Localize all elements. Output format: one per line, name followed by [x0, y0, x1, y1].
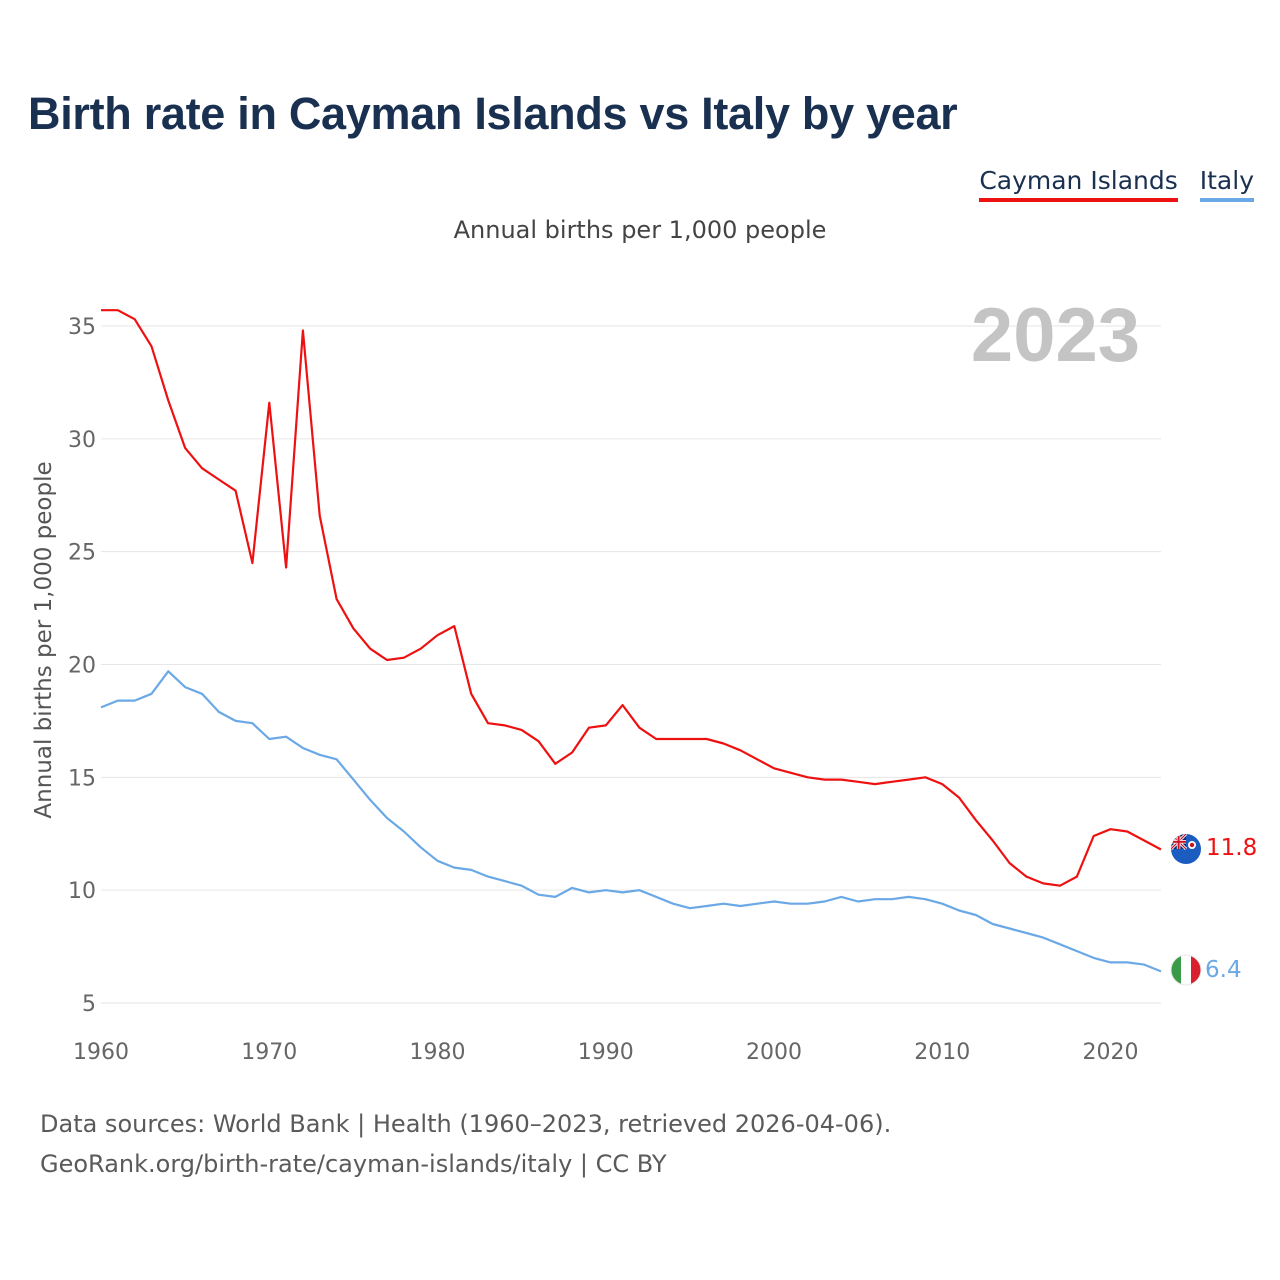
y-axis-label: Annual births per 1,000 people — [31, 461, 57, 818]
y-tick-label-15: 15 — [68, 766, 96, 791]
footer-sources: Data sources: World Bank | Health (1960–… — [40, 1110, 892, 1138]
y-tick-label-35: 35 — [68, 315, 96, 340]
legend: Cayman Islands Italy — [979, 166, 1254, 202]
x-tick-label-2010: 2010 — [914, 1040, 970, 1065]
y-tick-label-5: 5 — [82, 992, 96, 1017]
chart-title: Birth rate in Cayman Islands vs Italy by… — [28, 88, 958, 139]
x-tick-label-1990: 1990 — [578, 1040, 634, 1065]
series-lines — [100, 309, 1162, 973]
y-tick-label-30: 30 — [68, 428, 96, 453]
x-tick-label-1970: 1970 — [241, 1040, 297, 1065]
x-tick-label-1980: 1980 — [410, 1040, 466, 1065]
grid-lines — [101, 325, 1161, 1004]
y-axis-ticks: 5 10 15 20 25 30 35 — [68, 315, 96, 1017]
footer: Data sources: World Bank | Health (1960–… — [40, 1104, 891, 1184]
legend-item-cayman-islands[interactable]: Cayman Islands — [979, 166, 1178, 202]
italy-end-label: 6.4 — [1205, 957, 1242, 983]
footer-url: GeoRank.org/birth-rate/cayman-islands/it… — [40, 1150, 667, 1178]
italy-line — [100, 670, 1162, 973]
cayman-islands-line — [101, 309, 1162, 887]
y-tick-label-25: 25 — [68, 541, 96, 566]
x-tick-label-1960: 1960 — [73, 1040, 129, 1065]
italy-flag-icon — [1170, 954, 1202, 986]
year-watermark: 2023 — [971, 293, 1140, 378]
legend-item-italy[interactable]: Italy — [1199, 166, 1254, 202]
x-tick-label-2020: 2020 — [1083, 1040, 1139, 1065]
x-tick-label-2000: 2000 — [746, 1040, 802, 1065]
line-chart: 5 10 15 20 25 30 35 1960 1970 1980 1990 2000 2010 20… — [31, 293, 1257, 1065]
cayman-islands-flag-icon — [1171, 834, 1201, 864]
x-axis-ticks: 1960 1970 1980 1990 2000 2010 2020 — [73, 1040, 1139, 1065]
chart-subtitle: Annual births per 1,000 people — [453, 216, 827, 244]
cayman-islands-end-label: 11.8 — [1206, 835, 1257, 861]
y-tick-label-10: 10 — [68, 879, 96, 904]
y-tick-label-20: 20 — [68, 654, 96, 679]
